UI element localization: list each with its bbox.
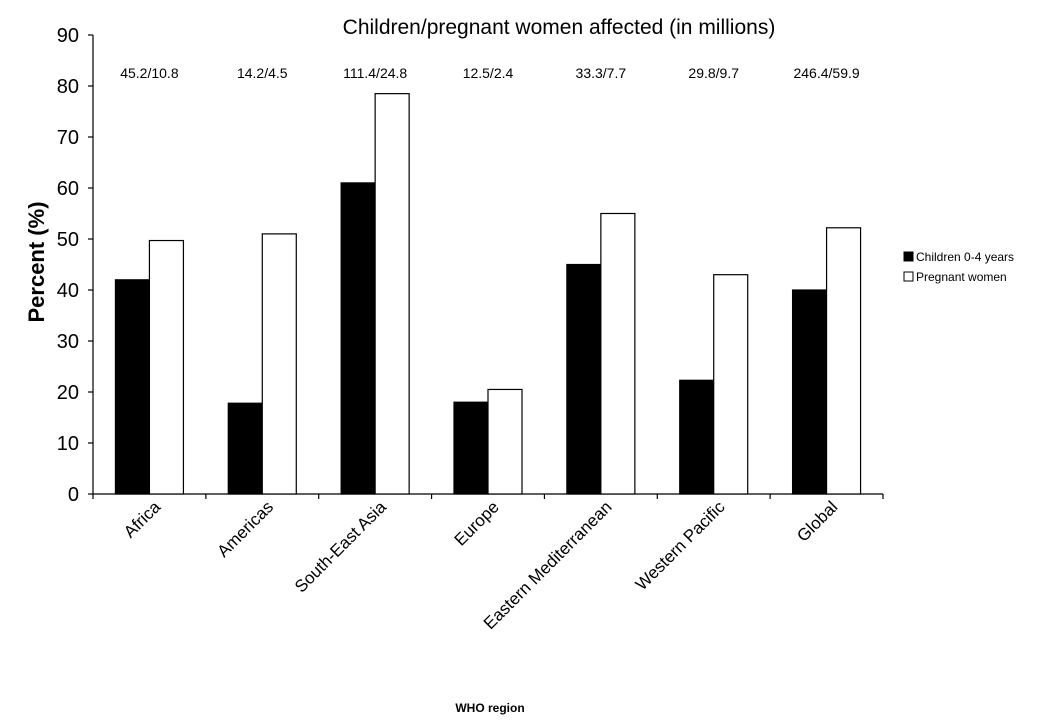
data-annotation: 29.8/9.7	[688, 65, 739, 81]
legend-swatch	[903, 251, 914, 262]
bar-children	[453, 401, 489, 495]
bar-children	[340, 182, 376, 495]
y-tick-label: 90	[57, 25, 79, 47]
bar-pregnant-women	[600, 212, 636, 495]
y-tick-label: 70	[57, 127, 79, 149]
y-tick-label: 20	[57, 382, 79, 404]
bar-children	[679, 379, 715, 495]
y-tick-label: 60	[57, 178, 79, 200]
y-tick-label: 0	[68, 484, 79, 506]
legend: Children 0-4 years Pregnant women	[902, 246, 1046, 290]
y-tick-label: 30	[57, 331, 79, 353]
bar-children	[566, 263, 602, 495]
data-annotation: 12.5/2.4	[463, 65, 514, 81]
chart-title: Children/pregnant women affected (in mil…	[343, 16, 776, 39]
bar-children	[114, 279, 151, 495]
plot-area: 0 10 20 30 40 50 60 70 80 90 45.2/10.8 Africa 14.2/4…	[57, 25, 884, 633]
y-tick-label: 50	[57, 229, 79, 251]
x-tick-label: Western Pacific	[632, 497, 729, 594]
bar-pregnant-women	[148, 239, 185, 495]
legend-swatch	[903, 271, 914, 282]
bar-pregnant-women	[261, 233, 297, 495]
data-annotation: 14.2/4.5	[237, 65, 288, 81]
bar-pregnant-women	[374, 93, 410, 495]
y-tick-label: 40	[57, 280, 79, 302]
x-axis-label: WHO region	[455, 701, 524, 715]
legend-label: Children 0-4 years	[916, 250, 1014, 264]
bar-pregnant-women	[487, 388, 523, 495]
y-tick-label: 10	[57, 433, 79, 455]
legend-box	[902, 246, 1046, 290]
bar-children	[227, 402, 263, 495]
data-annotation: 45.2/10.8	[120, 65, 179, 81]
bar-pregnant-women	[825, 227, 862, 495]
data-annotation: 246.4/59.9	[793, 65, 859, 81]
bar-children	[791, 289, 828, 495]
x-tick-label: Global	[793, 497, 841, 545]
data-annotation: 111.4/24.8	[343, 65, 407, 81]
y-tick-label: 80	[57, 76, 79, 98]
legend-label: Pregnant women	[916, 270, 1007, 284]
x-tick-label: Europe	[451, 497, 503, 549]
x-tick-label: Americas	[214, 497, 278, 561]
data-annotation: 33.3/7.7	[576, 65, 627, 81]
x-tick-label: Africa	[120, 497, 165, 542]
x-tick-label: Eastern Mediterranean	[480, 497, 616, 633]
bar-pregnant-women	[713, 274, 749, 495]
x-tick-label: South-East Asia	[291, 497, 390, 596]
y-axis-label: Percent (%)	[24, 201, 49, 322]
